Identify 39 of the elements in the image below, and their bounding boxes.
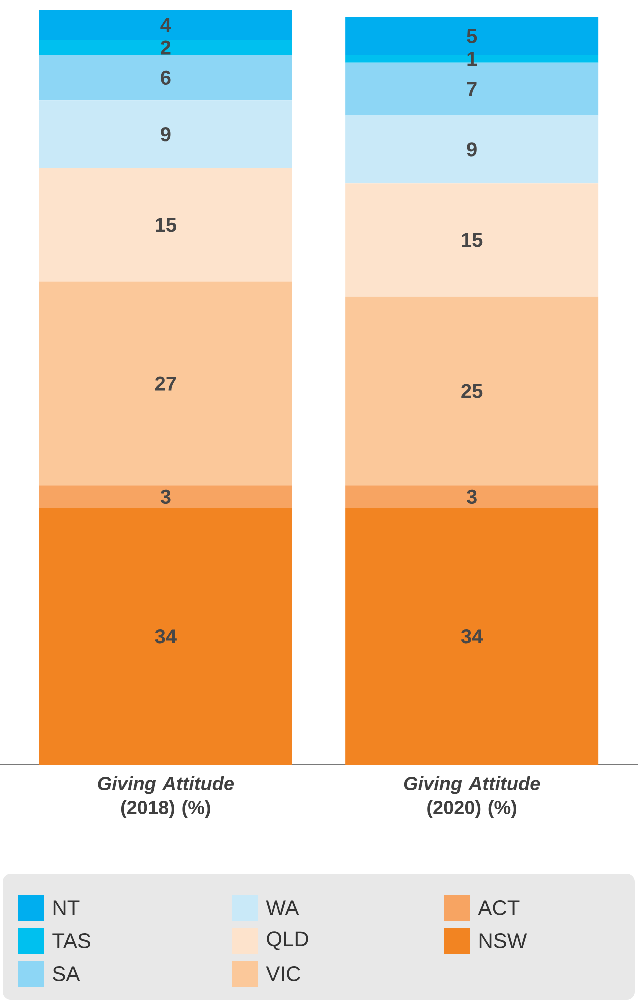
data-label: 9 [467, 142, 477, 157]
bar [39, 40, 292, 56]
bar [39, 10, 292, 40]
data-label: 6 [161, 70, 171, 86]
data-label: 27 [155, 376, 176, 391]
x-tick-label: Giving Attitude (2018) (%) [98, 776, 234, 818]
legend-label: TAS [52, 934, 91, 948]
data-label: 4 [160, 18, 172, 32]
bar [346, 116, 599, 184]
data-label: 5 [467, 29, 478, 44]
legend-label: QLD [267, 932, 308, 950]
bar [39, 100, 292, 169]
legend-label: NT [54, 900, 80, 916]
legend-label: ACT [478, 900, 520, 916]
bar [39, 168, 292, 282]
x-tick-label: Giving Attitude (2020) (%) [404, 776, 540, 818]
data-label: 34 [461, 630, 484, 644]
data-label: 3 [160, 490, 171, 504]
data-label: 7 [467, 82, 477, 96]
bar [346, 486, 599, 508]
legend-label: SA [53, 966, 80, 982]
data-label: 15 [462, 233, 483, 248]
data-label: 34 [155, 630, 177, 644]
data-label: 2 [161, 40, 171, 55]
legend-label: VIC [266, 966, 300, 982]
data-label: 25 [462, 384, 483, 398]
bar [346, 184, 599, 297]
bar [39, 508, 292, 765]
legend-label: NSW [480, 934, 528, 948]
data-label: 15 [156, 218, 176, 232]
legend-label: WA [266, 900, 300, 916]
bar [39, 486, 292, 508]
bar [346, 296, 599, 486]
data-label: 3 [466, 490, 477, 504]
bar [346, 508, 599, 765]
data-label: 1 [468, 52, 478, 66]
bar [39, 55, 292, 101]
bar [39, 282, 292, 486]
data-label: 9 [161, 127, 171, 142]
